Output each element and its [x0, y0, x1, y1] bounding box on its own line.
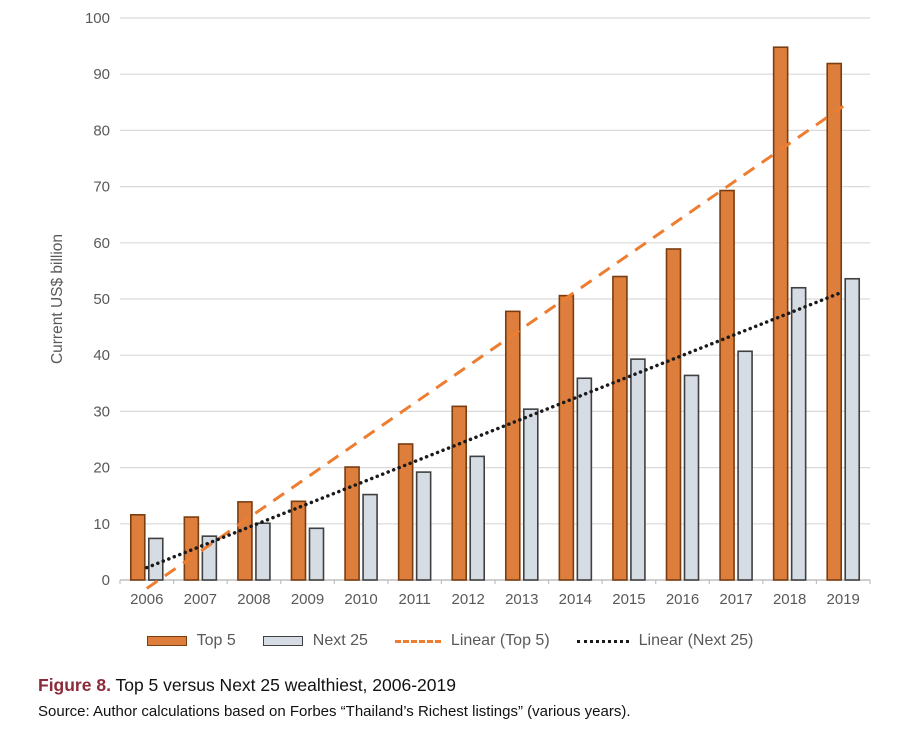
legend-item-next25: Next 25: [262, 632, 368, 650]
bar-next25-2010: [362, 493, 378, 581]
bar-top5-2006: [129, 514, 146, 581]
legend-label-linear-top5: Linear (Top 5): [450, 632, 550, 649]
x-tick-label: 2013: [505, 591, 538, 608]
legend-label-linear-next25: Linear (Next 25): [638, 632, 754, 649]
x-tick-label: 2018: [773, 591, 806, 608]
legend-item-top5: Top 5: [146, 632, 236, 650]
bar-next25-2007: [201, 535, 218, 581]
legend-item-linear-next25: Linear (Next 25): [576, 632, 754, 650]
x-tick-label: 2012: [452, 591, 485, 608]
bar-next25-2019: [844, 277, 861, 581]
chart-canvas: 0 10 20 30 40 50 60 70 80 90 100 2006 2007 2008 2009 20…: [49, 10, 871, 608]
x-tick-label: 2015: [612, 591, 645, 608]
figure-caption-label: Figure 8.: [38, 675, 111, 695]
y-axis-title: Current US$ billion: [49, 234, 66, 364]
legend-label-next25: Next 25: [312, 632, 368, 649]
top5-bar-swatch-icon: [146, 636, 187, 646]
bar-top5-2017: [719, 189, 735, 581]
x-tick-label: 2008: [237, 591, 270, 608]
figure-caption: Figure 8. Top 5 versus Next 25 wealthies…: [38, 675, 900, 696]
legend-label-top5: Top 5: [196, 632, 236, 649]
dotted-line-swatch-icon: [576, 639, 629, 643]
bar-top5-2015: [612, 275, 628, 581]
bar-next25-2016: [683, 374, 700, 581]
bar-next25-2018: [790, 286, 807, 581]
y-tick-label: 40: [93, 347, 110, 364]
x-tick-label: 2010: [344, 591, 377, 608]
legend-item-linear-top5: Linear (Top 5): [394, 632, 550, 650]
x-tick-label: 2016: [666, 591, 699, 608]
y-tick-label: 50: [93, 291, 110, 308]
bar-top5-2008: [237, 501, 253, 581]
bar-top5-2019: [826, 62, 843, 581]
y-tick-label: 90: [93, 66, 110, 83]
next25-bar-swatch-icon: [262, 636, 303, 646]
bar-top5-2009: [290, 500, 307, 581]
bar-next25-2015: [630, 358, 646, 581]
bar-next25-2012: [469, 455, 486, 581]
figure-source: Source: Author calculations based on For…: [38, 703, 631, 720]
bar-next25-2013: [522, 408, 539, 581]
x-tick-label: 2014: [559, 591, 592, 608]
y-tick-label: 60: [93, 235, 110, 252]
y-tick-label: 80: [93, 122, 110, 139]
bar-top5-2007: [183, 516, 200, 581]
x-tick-label: 2007: [184, 591, 217, 608]
bar-top5-2010: [344, 466, 360, 581]
bar-top5-2016: [665, 248, 682, 581]
bar-top5-2011: [397, 443, 414, 581]
bar-top5-2012: [451, 405, 468, 581]
bar-next25-2008: [255, 522, 271, 581]
figure-caption-text: Top 5 versus Next 25 wealthiest, 2006-20…: [110, 675, 456, 695]
x-tick-label: 2019: [827, 591, 860, 608]
dashed-line-swatch-icon: [394, 639, 441, 643]
bar-top5-2014: [558, 294, 575, 581]
y-tick-label: 70: [93, 179, 110, 196]
bar-top5-2018: [772, 46, 789, 581]
y-tick-label: 100: [85, 10, 110, 27]
y-tick-label: 30: [93, 403, 110, 420]
bar-next25-2009: [308, 527, 325, 581]
y-tick-label: 10: [93, 516, 110, 533]
bar-next25-2017: [737, 350, 753, 581]
bar-top5-2013: [504, 310, 521, 581]
x-tick-label: 2017: [719, 591, 752, 608]
trendline-dotted: [145, 289, 845, 570]
x-tick-label: 2006: [130, 591, 163, 608]
y-tick-label: 20: [93, 460, 110, 477]
bar-next25-2006: [147, 537, 164, 581]
trendline-dashed: [145, 105, 845, 590]
x-tick-label: 2011: [399, 591, 431, 608]
x-tick-label: 2009: [291, 591, 324, 608]
bar-next25-2011: [415, 471, 432, 581]
chart-legend: Top 5 Next 25 Linear (Top 5) Linear (Nex…: [0, 623, 900, 659]
bar-next25-2014: [576, 377, 593, 581]
y-tick-label: 0: [102, 572, 110, 589]
